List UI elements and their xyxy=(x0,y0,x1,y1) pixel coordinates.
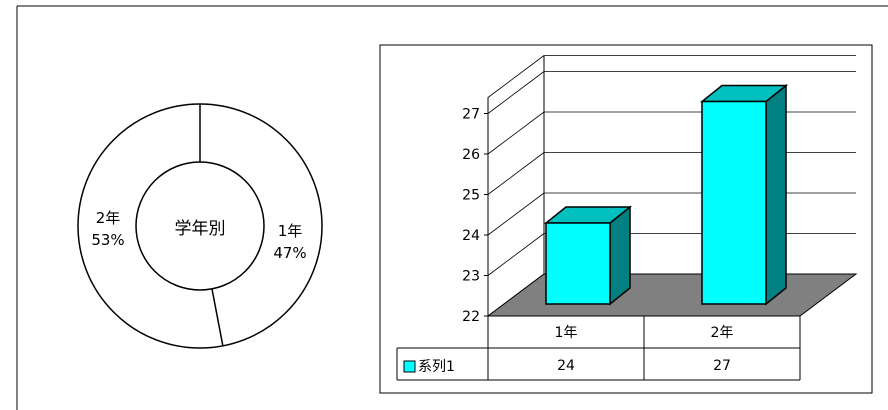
chart-floor xyxy=(486,273,858,317)
y-tick-label: 24 xyxy=(462,228,480,244)
slice-percent-label: 47% xyxy=(273,244,306,262)
bar-front-face xyxy=(701,100,767,305)
side-wall-top xyxy=(487,55,545,98)
bars xyxy=(543,83,789,306)
data-table-grid xyxy=(396,315,801,381)
y-tick-label: 25 xyxy=(462,188,480,204)
bar-2 xyxy=(699,83,789,306)
data-table: 系列1 1年 2年 24 27 xyxy=(396,315,801,381)
legend-label: 系列1 xyxy=(418,359,455,375)
legend-key xyxy=(403,360,416,373)
y-tick-label: 23 xyxy=(462,269,480,285)
y-tick-label: 22 xyxy=(462,309,480,325)
slice-label-2nen: 2年 53% xyxy=(91,209,124,249)
slice-category-label: 2年 xyxy=(96,209,121,227)
side-gridline xyxy=(487,71,545,114)
slice-boundary-2 xyxy=(211,288,224,346)
category-label-2nen: 2年 xyxy=(711,325,734,341)
category-label-1nen: 1年 xyxy=(555,325,578,341)
side-gridline xyxy=(487,152,545,195)
doughnut-chart: 学年別 1年 47% 2年 53% xyxy=(77,103,323,349)
y-axis-ticks: 22 23 24 25 26 27 xyxy=(462,107,488,325)
bar-chart-3d: 22 23 24 25 26 27 系列1 1年 2年 24 27 xyxy=(379,44,873,394)
bar-side-face xyxy=(765,83,787,306)
bar-front-face xyxy=(545,222,611,305)
table-value-2nen: 27 xyxy=(713,358,731,374)
slice-percent-label: 53% xyxy=(91,231,124,249)
side-gridline xyxy=(487,111,545,155)
side-gridline xyxy=(487,192,545,236)
bar-1 xyxy=(543,205,633,306)
side-gridline xyxy=(487,233,545,276)
y-tick-label: 27 xyxy=(462,107,480,123)
slice-label-1nen: 1年 47% xyxy=(273,222,306,262)
y-tick-label: 26 xyxy=(462,147,480,163)
doughnut-center-label: 学年別 xyxy=(175,219,226,239)
slice-category-label: 1年 xyxy=(278,222,303,240)
doughnut-hole xyxy=(135,161,265,291)
table-value-1nen: 24 xyxy=(557,358,575,374)
